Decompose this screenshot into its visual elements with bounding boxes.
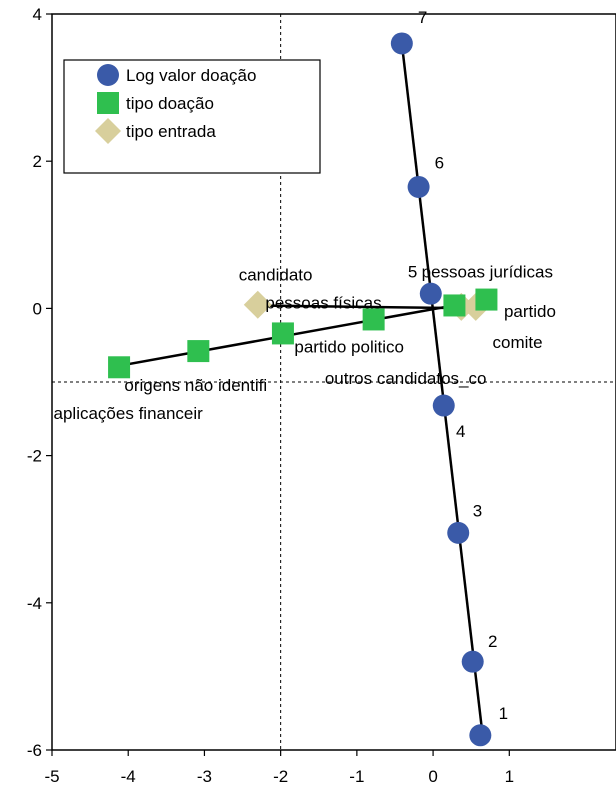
point-label: 2 (488, 632, 497, 651)
y-tick-label: 4 (33, 5, 42, 24)
point-label: partido politico (294, 338, 404, 357)
point-label: partido (504, 302, 556, 321)
y-tick-label: 2 (33, 152, 42, 171)
legend-label: Log valor doação (126, 66, 256, 85)
point-circle-5 (407, 175, 430, 198)
y-tick-label: -6 (27, 741, 42, 760)
point-label: pessoas físicas (265, 293, 381, 312)
point-square-4 (187, 340, 210, 363)
point-label: pessoas jurídicas (422, 262, 553, 281)
point-label: 4 (456, 422, 465, 441)
point-label: aplicações financeir (54, 404, 204, 423)
point-square-2 (362, 308, 385, 331)
legend-marker-circle (97, 64, 119, 86)
point-label: outros candidatos_co (325, 369, 487, 388)
legend-label: tipo entrada (126, 122, 216, 141)
point-circle-2 (447, 521, 470, 544)
point-circle-1 (461, 650, 484, 673)
point-label: comite (493, 333, 543, 352)
point-label: origens não identifi (124, 376, 267, 395)
point-label: 5 (408, 262, 417, 281)
point-square-5 (108, 356, 131, 379)
fit-line-0 (400, 43, 484, 736)
point-square-3 (271, 322, 294, 345)
legend-marker-diamond (95, 118, 121, 144)
point-circle-4 (419, 282, 442, 305)
point-labels: candidato pessoas físicas 5 pessoas jurídic… (54, 8, 556, 723)
point-label: candidato (239, 265, 313, 284)
axis-ticks: -5 -4 -3 -2 -1 0 1 -6 -4 -2 0 2 4 (27, 5, 514, 786)
point-diamond-0 (243, 290, 272, 319)
fit-line-1 (118, 298, 487, 368)
x-tick-label: 0 (428, 767, 437, 786)
x-tick-label: 1 (505, 767, 514, 786)
legend: Log valor doação tipo doação tipo entrada (63, 59, 321, 174)
point-circle-6 (390, 32, 413, 55)
fit-line-2 (257, 304, 481, 310)
point-circle-0 (469, 724, 492, 747)
legend-marker-square (97, 92, 119, 114)
point-square-0 (475, 288, 498, 311)
point-label: 6 (435, 154, 444, 173)
series-fit-lines (118, 43, 487, 736)
x-tick-label: -1 (349, 767, 364, 786)
x-tick-label: -3 (197, 767, 212, 786)
x-tick-label: -2 (273, 767, 288, 786)
data-points (108, 32, 498, 747)
point-label: 3 (473, 502, 482, 521)
x-tick-label: -4 (121, 767, 136, 786)
point-circle-3 (432, 394, 455, 417)
point-square-1 (443, 294, 466, 317)
y-tick-label: -4 (27, 594, 42, 613)
point-label: 7 (418, 8, 427, 27)
y-tick-label: -2 (27, 447, 42, 466)
point-label: 1 (499, 704, 508, 723)
legend-label: tipo doação (126, 94, 214, 113)
x-tick-label: -5 (44, 767, 59, 786)
y-tick-label: 0 (33, 299, 42, 318)
